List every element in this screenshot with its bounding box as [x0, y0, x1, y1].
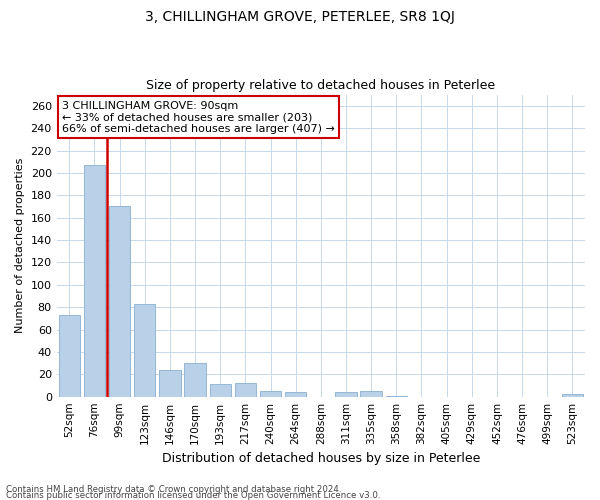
Bar	[159, 370, 181, 396]
Text: 3, CHILLINGHAM GROVE, PETERLEE, SR8 1QJ: 3, CHILLINGHAM GROVE, PETERLEE, SR8 1QJ	[145, 10, 455, 24]
Bar	[235, 384, 256, 396]
Text: Contains public sector information licensed under the Open Government Licence v3: Contains public sector information licen…	[6, 492, 380, 500]
X-axis label: Distribution of detached houses by size in Peterlee: Distribution of detached houses by size …	[161, 452, 480, 465]
Text: Contains HM Land Registry data © Crown copyright and database right 2024.: Contains HM Land Registry data © Crown c…	[6, 486, 341, 494]
Bar	[260, 391, 281, 396]
Title: Size of property relative to detached houses in Peterlee: Size of property relative to detached ho…	[146, 79, 496, 92]
Bar	[184, 363, 206, 396]
Bar	[59, 315, 80, 396]
Text: 3 CHILLINGHAM GROVE: 90sqm
← 33% of detached houses are smaller (203)
66% of sem: 3 CHILLINGHAM GROVE: 90sqm ← 33% of deta…	[62, 100, 335, 134]
Bar	[361, 391, 382, 396]
Bar	[209, 384, 231, 396]
Bar	[134, 304, 155, 396]
Bar	[562, 394, 583, 396]
Bar	[285, 392, 307, 396]
Bar	[335, 392, 356, 396]
Y-axis label: Number of detached properties: Number of detached properties	[15, 158, 25, 334]
Bar	[84, 165, 105, 396]
Bar	[109, 206, 130, 396]
